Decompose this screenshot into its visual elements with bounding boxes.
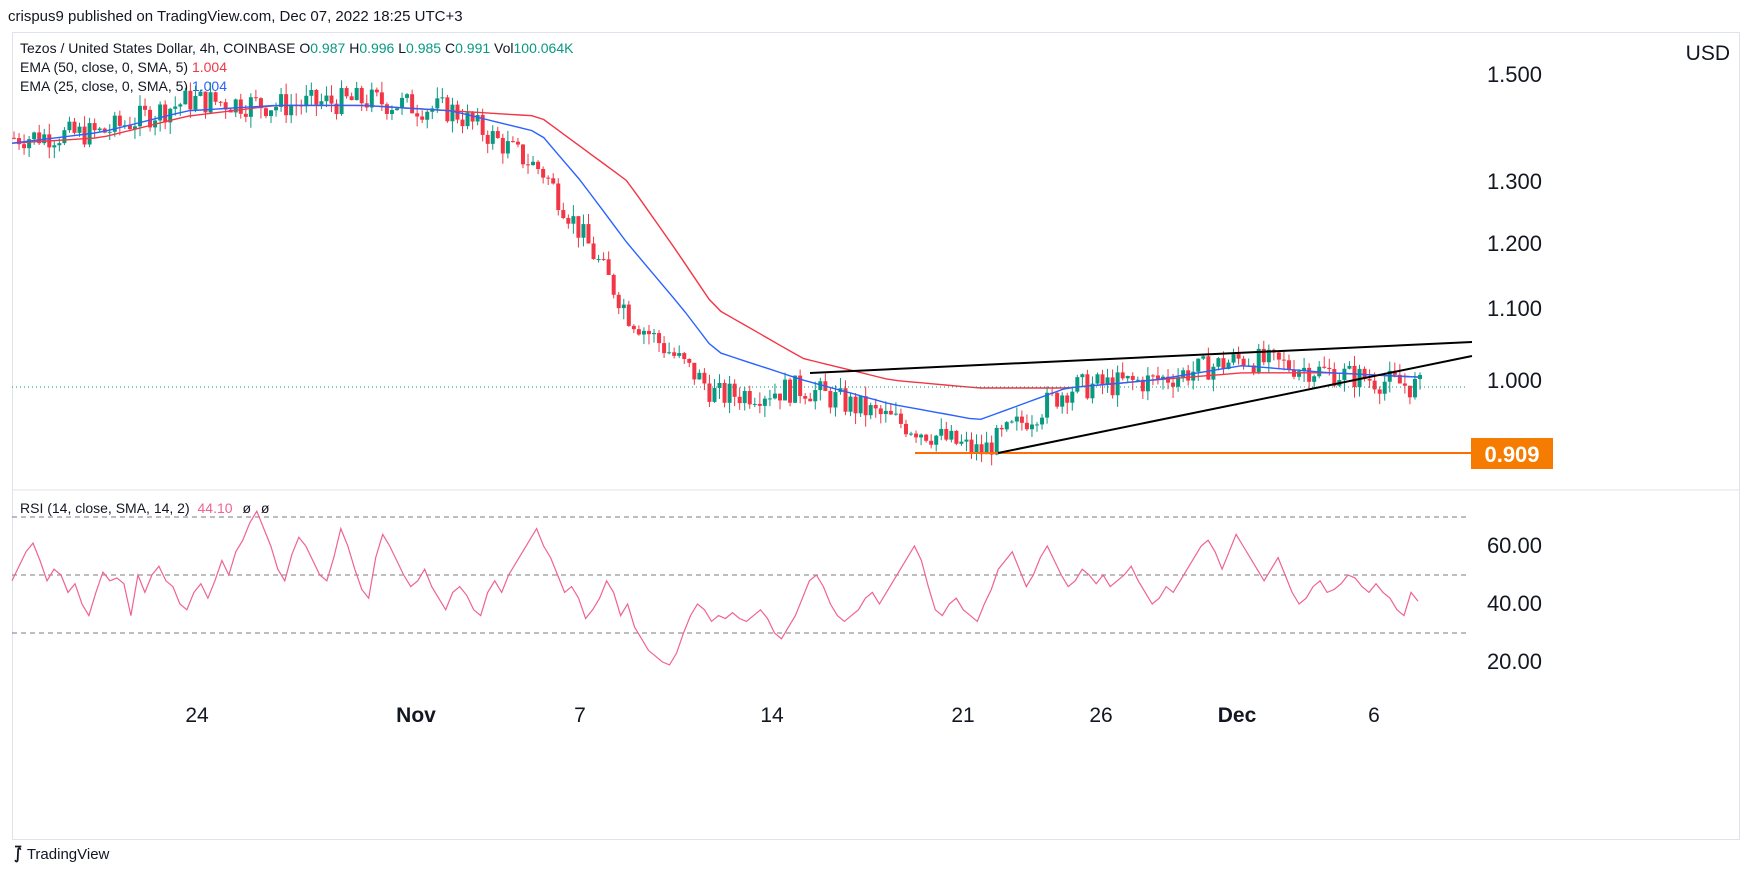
ema50-label: EMA (50, close, 0, SMA, 5): [20, 59, 189, 75]
ema25-label: EMA (25, close, 0, SMA, 5): [20, 78, 189, 94]
high-key: H: [349, 40, 360, 56]
open-value: 0.987: [310, 40, 346, 56]
volume-key: Vol: [494, 40, 514, 56]
brand-name: TradingView: [26, 845, 110, 863]
symbol-title: Tezos / United States Dollar, 4h, COINBA…: [20, 40, 296, 56]
close-key: C: [444, 40, 456, 56]
ema25-legend[interactable]: EMA (25, close, 0, SMA, 5) 1.004: [20, 76, 227, 97]
rsi-value: 44.10: [197, 500, 233, 516]
low-key: L: [398, 40, 407, 56]
rsi-label: RSI (14, close, SMA, 14, 2): [20, 500, 190, 516]
low-value: 0.985: [406, 40, 442, 56]
currency-label: USD: [1685, 42, 1730, 65]
ema25-value: 1.004: [191, 78, 227, 94]
open-key: O: [299, 40, 311, 56]
chart-frame[interactable]: [12, 32, 1740, 840]
rsi-extra-2: ø: [260, 500, 270, 516]
close-value: 0.991: [455, 40, 491, 56]
ema50-legend[interactable]: EMA (50, close, 0, SMA, 5) 1.004: [20, 57, 227, 78]
symbol-legend[interactable]: Tezos / United States Dollar, 4h, COINBA…: [20, 38, 579, 59]
ema50-value: 1.004: [191, 59, 227, 75]
rsi-legend[interactable]: RSI (14, close, SMA, 14, 2) 44.10 ø ø: [20, 498, 269, 519]
rsi-extra-1: ø: [242, 500, 252, 516]
tradingview-brand[interactable]: ⨛ TradingView: [14, 845, 110, 864]
volume-value: 100.064K: [513, 40, 574, 56]
published-header: crispus9 published on TradingView.com, D…: [8, 8, 463, 25]
tradingview-logo-icon: ⨛: [14, 846, 22, 863]
high-value: 0.996: [359, 40, 395, 56]
